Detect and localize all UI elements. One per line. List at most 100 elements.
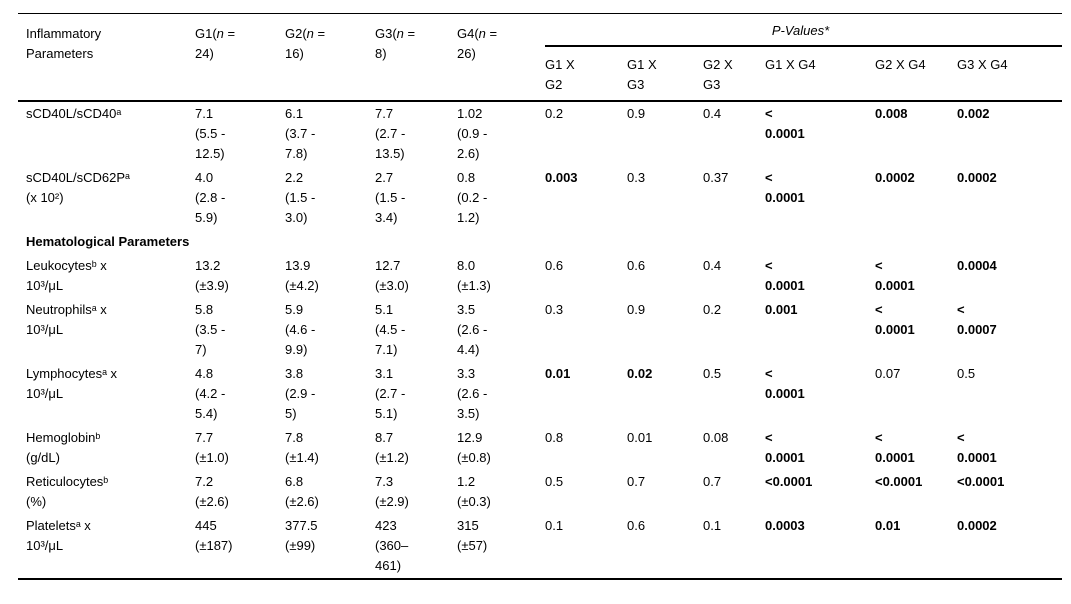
group-value-cell: 7.7 (±1.0) bbox=[195, 430, 229, 465]
pvalue-cell: 0.0002 bbox=[957, 170, 997, 185]
group-value-cell: 5.9 (4.6 - 9.9) bbox=[285, 302, 316, 357]
pvalue-cell: 0.01 bbox=[545, 366, 571, 381]
group-value-cell: 5.1 (4.5 - 7.1) bbox=[375, 302, 406, 357]
pvalue-cell: < 0.0001 bbox=[765, 106, 805, 141]
param-cell: Lymphocytesᵃ x 10³/μL bbox=[26, 366, 118, 401]
pvalue-cell: < 0.0001 bbox=[875, 258, 915, 293]
pvalue-cell: 0.0003 bbox=[765, 518, 805, 533]
pvalue-cell: 0.3 bbox=[545, 302, 564, 317]
group-count-g3: 8) bbox=[375, 46, 387, 61]
group-value-cell: 1.02 (0.9 - 2.6) bbox=[457, 106, 488, 161]
group-value-cell: 423 (360– 461) bbox=[375, 518, 409, 573]
pvalue-cell: 0.2 bbox=[703, 302, 722, 317]
pvalue-cell: 0.08 bbox=[703, 430, 729, 445]
pvalue-cell: 0.008 bbox=[875, 106, 908, 121]
column-header-g1xg2: G1 X G2 bbox=[545, 46, 627, 102]
pvalue-cell: 0.7 bbox=[627, 474, 646, 489]
column-header-g3xg4: G3 X G4 bbox=[957, 46, 1063, 102]
pvalue-cell: < 0.0001 bbox=[765, 430, 805, 465]
column-header-g1: G1(n = 24) bbox=[195, 13, 285, 102]
column-header-parameters: Inflammatory Parameters bbox=[18, 13, 195, 102]
pvalue-cell: 0.2 bbox=[545, 106, 564, 121]
group-value-cell: 5.8 (3.5 - 7) bbox=[195, 302, 226, 357]
pvalue-cell: <0.0001 bbox=[765, 474, 813, 489]
param-cell: Neutrophilsᵃ x 10³/μL bbox=[26, 302, 107, 337]
pvalue-cell: 0.07 bbox=[875, 366, 901, 381]
pvalue-cell: <0.0001 bbox=[957, 474, 1005, 489]
pvalue-cell: < 0.0001 bbox=[765, 170, 805, 205]
group-value-cell: 7.2 (±2.6) bbox=[195, 474, 229, 509]
pvalue-cell: 0.0004 bbox=[957, 258, 997, 273]
param-cell: sCD40L/sCD40ᵃ bbox=[26, 106, 122, 121]
table-row: Neutrophilsᵃ x 10³/μL 5.8 (3.5 - 7) 5.9 (4… bbox=[18, 298, 1062, 362]
group-value-cell: 4.0 (2.8 - 5.9) bbox=[195, 170, 226, 225]
pvalue-cell: 0.001 bbox=[765, 302, 798, 317]
group-value-cell: 3.3 (2.6 - 3.5) bbox=[457, 366, 488, 421]
column-header-g2xg4: G2 X G4 bbox=[875, 46, 957, 102]
group-value-cell: 3.8 (2.9 - 5) bbox=[285, 366, 316, 421]
column-header-g1xg4: G1 X G4 bbox=[765, 46, 875, 102]
group-count-g2: 16) bbox=[285, 46, 304, 61]
pvalue-cell: 0.4 bbox=[703, 106, 722, 121]
group-value-cell: 7.8 (±1.4) bbox=[285, 430, 319, 465]
group-label-g4: G4(n = bbox=[457, 26, 498, 41]
pvalue-cell: 0.6 bbox=[627, 258, 646, 273]
group-value-cell: 377.5 (±99) bbox=[285, 518, 318, 553]
param-cell: sCD40L/sCD62Pᵃ (x 10²) bbox=[26, 170, 130, 205]
pvalue-cell: 0.37 bbox=[703, 170, 729, 185]
pvalue-cell: 0.9 bbox=[627, 302, 646, 317]
pvalue-cell: <0.0001 bbox=[875, 474, 923, 489]
group-value-cell: 6.1 (3.7 - 7.8) bbox=[285, 106, 316, 161]
pvalue-cell: 0.5 bbox=[957, 366, 976, 381]
table-row: Hemoglobinᵇ (g/dL) 7.7 (±1.0) 7.8 (±1.4) 8.… bbox=[18, 426, 1062, 470]
table-row: sCD40L/sCD40ᵃ 7.1 (5.5 - 12.5) 6.1 (3.7 - … bbox=[18, 101, 1062, 166]
group-value-cell: 7.1 (5.5 - 12.5) bbox=[195, 106, 226, 161]
group-label-g1: G1(n = bbox=[195, 26, 236, 41]
table-row: sCD40L/sCD62Pᵃ (x 10²) 4.0 (2.8 - 5.9) 2.2… bbox=[18, 166, 1062, 230]
group-value-cell: 13.2 (±3.9) bbox=[195, 258, 229, 293]
inflammatory-parameters-table: Inflammatory Parameters G1(n = 24) G2(n =… bbox=[18, 13, 1063, 580]
group-value-cell: 1.2 (±0.3) bbox=[457, 474, 491, 509]
header-row-top: Inflammatory Parameters G1(n = 24) G2(n =… bbox=[18, 13, 1063, 102]
group-value-cell: 7.3 (±2.9) bbox=[375, 474, 409, 509]
group-count-g1: 24) bbox=[195, 46, 214, 61]
column-header-g2: G2(n = 16) bbox=[285, 13, 375, 102]
section-header-row: Hematological Parameters bbox=[18, 230, 1062, 254]
group-value-cell: 0.8 (0.2 - 1.2) bbox=[457, 170, 488, 225]
group-value-cell: 6.8 (±2.6) bbox=[285, 474, 319, 509]
header-row-sub: G1 X G2 G1 X G3 G2 X G3 G1 X G4 G2 X G4 … bbox=[18, 46, 1063, 102]
group-value-cell: 13.9 (±4.2) bbox=[285, 258, 319, 293]
group-value-cell: 445 (±187) bbox=[195, 518, 233, 553]
table-header: Inflammatory Parameters G1(n = 24) G2(n =… bbox=[18, 13, 1063, 102]
column-header-g1xg3: G1 X G3 bbox=[627, 46, 703, 102]
document-page: Inflammatory Parameters G1(n = 24) G2(n =… bbox=[18, 13, 1063, 580]
column-header-g4: G4(n = 26) bbox=[457, 13, 545, 102]
group-value-cell: 12.7 (±3.0) bbox=[375, 258, 409, 293]
group-value-cell: 3.1 (2.7 - 5.1) bbox=[375, 366, 406, 421]
group-label-g3: G3(n = bbox=[375, 26, 416, 41]
pvalue-cell: 0.0002 bbox=[957, 518, 997, 533]
pvalue-cell: 0.6 bbox=[545, 258, 564, 273]
group-value-cell: 7.7 (2.7 - 13.5) bbox=[375, 106, 406, 161]
param-cell: Leukocytesᵇ x 10³/μL bbox=[26, 258, 107, 293]
group-count-g4: 26) bbox=[457, 46, 476, 61]
pvalue-cell: 0.6 bbox=[627, 518, 646, 533]
pvalue-cell: 0.1 bbox=[545, 518, 564, 533]
table-row: Plateletsᵃ x 10³/μL 445 (±187) 377.5 (±99)… bbox=[18, 514, 1062, 579]
param-cell: Reticulocytesᵇ (%) bbox=[26, 474, 109, 509]
pvalue-cell: 0.1 bbox=[703, 518, 722, 533]
pvalue-cell: 0.5 bbox=[703, 366, 722, 381]
group-value-cell: 315 (±57) bbox=[457, 518, 488, 553]
group-value-cell: 2.2 (1.5 - 3.0) bbox=[285, 170, 316, 225]
group-value-cell: 4.8 (4.2 - 5.4) bbox=[195, 366, 226, 421]
column-header-g2xg3: G2 X G3 bbox=[703, 46, 765, 102]
group-value-cell: 2.7 (1.5 - 3.4) bbox=[375, 170, 406, 225]
table-body: sCD40L/sCD40ᵃ 7.1 (5.5 - 12.5) 6.1 (3.7 - … bbox=[18, 101, 1062, 579]
pvalue-cell: < 0.0001 bbox=[957, 430, 997, 465]
pvalue-cell: 0.4 bbox=[703, 258, 722, 273]
pvalue-cell: 0.003 bbox=[545, 170, 578, 185]
pvalue-cell: 0.7 bbox=[703, 474, 722, 489]
table-row: Reticulocytesᵇ (%) 7.2 (±2.6) 6.8 (±2.6) 7.… bbox=[18, 470, 1062, 514]
pvalue-cell: 0.9 bbox=[627, 106, 646, 121]
pvalue-cell: 0.0002 bbox=[875, 170, 915, 185]
